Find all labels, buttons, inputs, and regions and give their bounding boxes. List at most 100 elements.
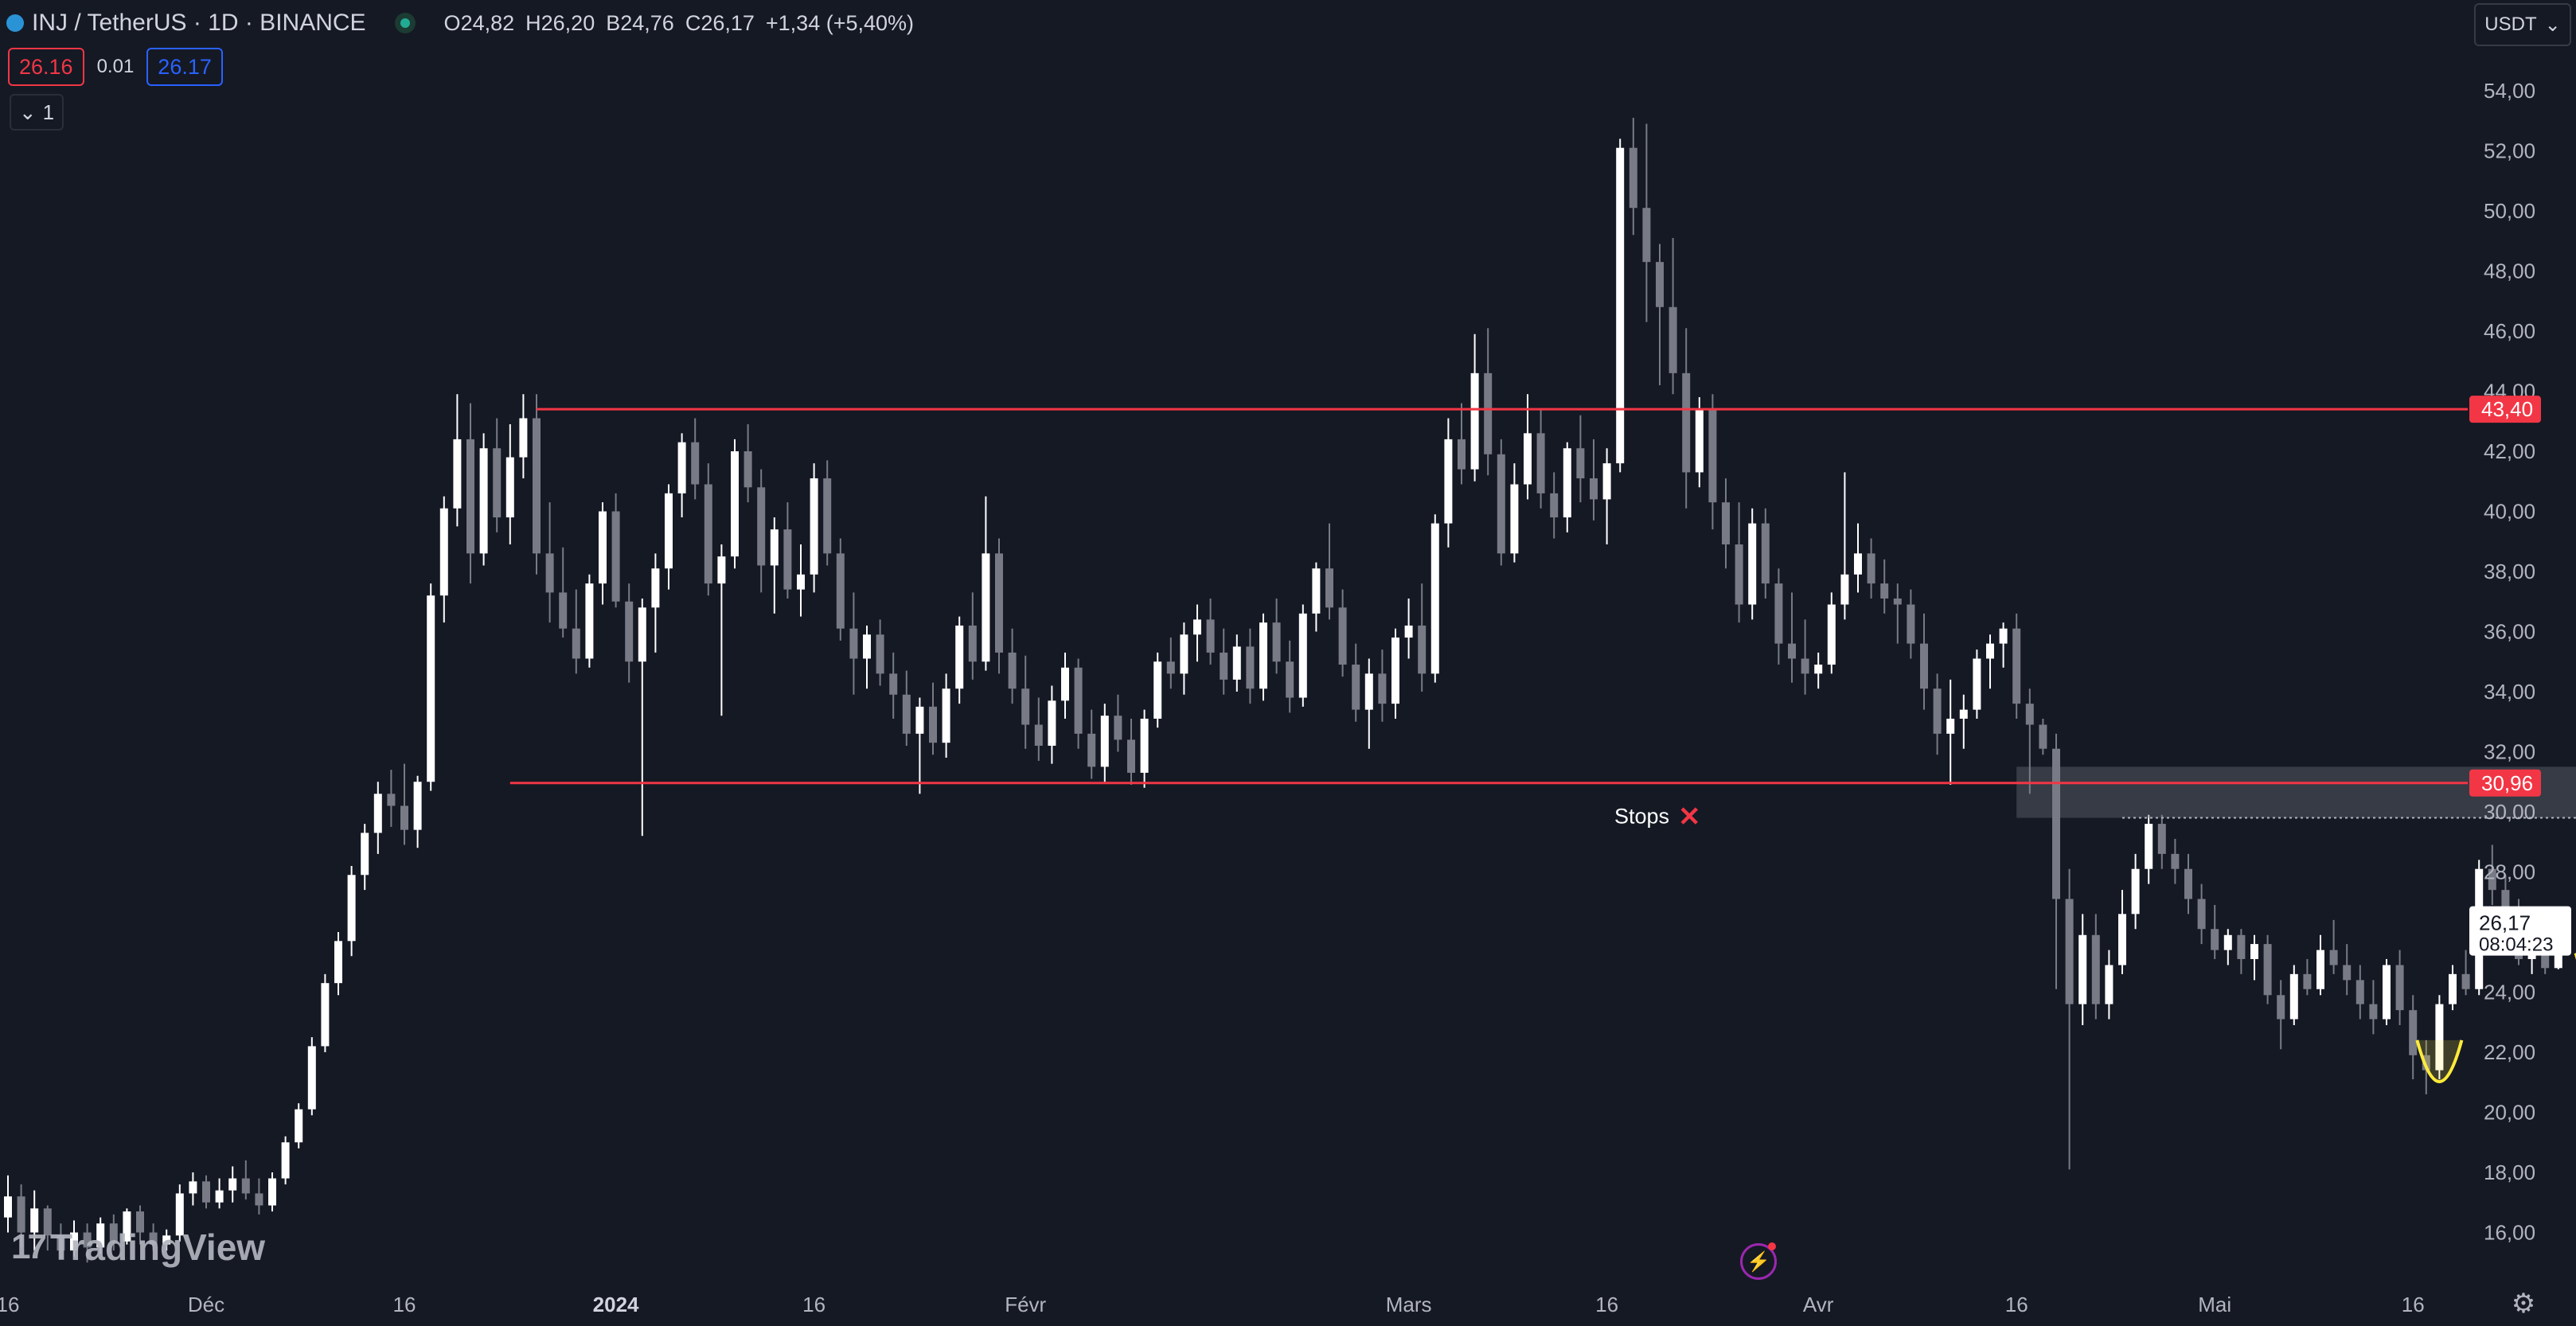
candle-body — [889, 673, 898, 695]
symbol-title[interactable]: INJ / TetherUS · 1D · BINANCE — [32, 10, 366, 36]
candle-body — [982, 553, 990, 662]
candle-body — [1100, 716, 1109, 767]
time-axis[interactable]: 16Déc16202416FévrMars16Avr16Mai16Juin16J… — [0, 1293, 2576, 1316]
candle-body — [1259, 622, 1267, 689]
candle-body — [1338, 607, 1347, 665]
candle-body — [1695, 409, 1704, 473]
candle-body — [2025, 704, 2034, 725]
highlight-curve — [2415, 1039, 2464, 1083]
price-tick-label: 54,00 — [2484, 79, 2535, 103]
candle-body — [400, 805, 408, 830]
gear-icon[interactable]: ⚙ — [2511, 1289, 2536, 1319]
market-status-icon[interactable] — [394, 13, 416, 33]
candle-body — [1232, 646, 1241, 680]
candle-body — [96, 1223, 105, 1248]
price-line-tag — [2469, 769, 2541, 797]
candle-body — [955, 625, 964, 689]
candle-body — [1788, 643, 1796, 659]
candle-body — [1034, 724, 1043, 746]
close-label: C — [685, 10, 701, 35]
time-tick-label: Avr — [1803, 1293, 1834, 1316]
candle-body — [902, 694, 911, 734]
candle-body — [2197, 899, 2206, 930]
candle-body — [744, 451, 752, 488]
candle-body — [1761, 523, 1770, 584]
candle-body — [2449, 973, 2457, 1004]
candle-body — [2012, 628, 2021, 704]
price-tick-label: 50,00 — [2484, 199, 2535, 223]
candle-body — [321, 983, 330, 1047]
candle-body — [2039, 724, 2047, 749]
candle-body — [2343, 965, 2352, 981]
chevron-down-icon: ⌄ — [18, 99, 37, 124]
candle-body — [1153, 661, 1162, 719]
candle-body — [123, 1211, 131, 1242]
alerts-bolt-icon[interactable]: ⚡ — [1740, 1242, 1777, 1280]
candle-body — [1246, 646, 1255, 689]
candle-body — [413, 782, 422, 830]
candle-body — [717, 556, 726, 584]
indicators-count: 1 — [42, 99, 55, 124]
candle-body — [770, 529, 779, 566]
candle-body — [1524, 433, 1532, 485]
candle-body — [175, 1193, 184, 1236]
candle-body — [2422, 1055, 2430, 1071]
candle-body — [1616, 147, 1625, 464]
candle-body — [1629, 147, 1637, 209]
tradingview-logo-icon: 17 — [11, 1227, 47, 1266]
candle-body — [1166, 661, 1175, 674]
currency-value: USDT — [2484, 14, 2537, 35]
candle-body — [1325, 568, 1333, 608]
last-price-tag — [2469, 906, 2571, 956]
symbol-legend[interactable]: INJ / TetherUS · 1D · BINANCE O24,82 H26… — [6, 5, 914, 41]
watermark-text: TradingView — [49, 1227, 266, 1268]
countdown-label: 08:04:23 — [2479, 934, 2553, 956]
candle-body — [1074, 667, 1083, 734]
stops-label: Stops — [1614, 805, 1669, 829]
candle-body — [1378, 673, 1387, 704]
price-tick-label: 36,00 — [2484, 620, 2535, 644]
candle-body — [1364, 673, 1373, 710]
candle-body — [453, 439, 462, 509]
candle-body — [1827, 604, 1836, 665]
candle-body — [1444, 439, 1453, 524]
candle-body — [572, 628, 580, 659]
indicators-toggle-button[interactable]: ⌄ 1 — [10, 94, 64, 131]
candle-body — [1973, 658, 1981, 710]
candle-body — [466, 439, 474, 554]
candle-body — [797, 574, 805, 590]
candle-body — [1180, 634, 1188, 674]
candle-body — [83, 1232, 92, 1248]
low-label: B — [606, 10, 621, 35]
buy-button[interactable]: 26.17 — [146, 48, 223, 86]
price-axis[interactable]: 54,0052,0050,0048,0046,0044,0042,0040,00… — [2469, 79, 2571, 1245]
ohlc-values: O24,82 H26,20 B24,76 C26,17 +1,34 (+5,40… — [444, 11, 914, 36]
candle-body — [849, 628, 858, 659]
candle-body — [307, 1046, 316, 1110]
candle-body — [2303, 973, 2312, 989]
time-tick-label: 16 — [2402, 1293, 2425, 1316]
candle-body — [876, 634, 884, 674]
candle-body — [757, 487, 766, 566]
price-tick-label: 32,00 — [2484, 740, 2535, 764]
sell-button[interactable]: 26.16 — [8, 48, 84, 86]
candle-body — [545, 553, 554, 593]
candle-body — [1272, 622, 1281, 662]
candle-body — [929, 706, 937, 743]
candlestick-series — [4, 117, 2562, 1263]
candle-body — [942, 688, 950, 743]
candle-body — [1193, 619, 1201, 635]
candle-body — [1140, 718, 1149, 773]
candle-body — [1946, 718, 1955, 734]
price-tick-label: 20,00 — [2484, 1101, 2535, 1125]
currency-select[interactable]: USDT ⌄ — [2474, 3, 2571, 46]
candle-body — [1735, 544, 1743, 605]
candle-body — [162, 1235, 171, 1245]
candle-body — [1550, 493, 1559, 518]
candle-body — [2316, 950, 2324, 989]
candle-body — [559, 592, 568, 629]
last-price-label: 26,17 — [2479, 911, 2531, 935]
price-tick-label: 42,00 — [2484, 439, 2535, 463]
candle-body — [149, 1232, 158, 1245]
